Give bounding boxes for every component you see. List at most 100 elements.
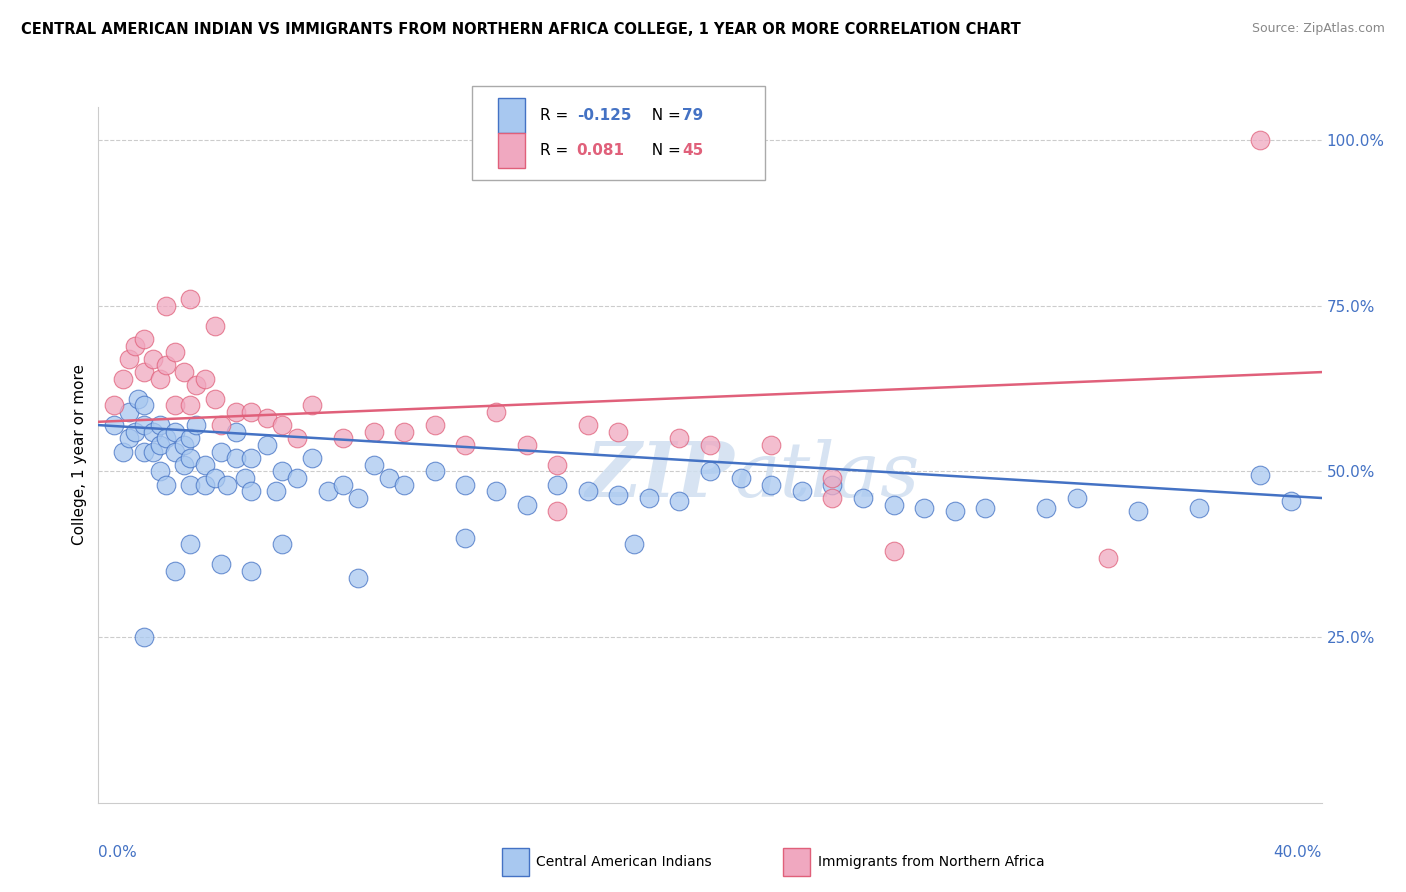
Point [516, 498, 538, 512]
Point [347, 570, 370, 584]
Point [142, 351, 165, 366]
Point [240, 451, 263, 466]
Point [204, 318, 226, 333]
Point [301, 398, 323, 412]
Point [623, 537, 645, 551]
Point [149, 372, 172, 386]
Point [111, 372, 134, 386]
Point [149, 418, 172, 433]
Point [759, 477, 782, 491]
Point [332, 431, 354, 445]
Point [225, 425, 247, 439]
Point [124, 338, 146, 352]
Point [163, 398, 186, 412]
Point [759, 438, 782, 452]
Point [912, 500, 935, 515]
Point [392, 425, 416, 439]
Point [883, 544, 905, 558]
Point [134, 630, 156, 644]
Point [118, 405, 141, 419]
Point [576, 418, 599, 433]
Point [256, 411, 278, 425]
Point [179, 398, 201, 412]
Point [270, 418, 292, 433]
Point [103, 398, 125, 412]
Point [163, 444, 186, 458]
Point [118, 431, 141, 445]
Point [285, 471, 308, 485]
Text: -0.125: -0.125 [576, 108, 631, 123]
Text: ZIP: ZIP [586, 439, 734, 513]
Point [209, 558, 232, 572]
Point [821, 491, 844, 505]
FancyBboxPatch shape [498, 133, 526, 168]
Point [179, 537, 201, 551]
Point [668, 494, 690, 508]
Point [332, 477, 354, 491]
Point [607, 425, 630, 439]
Point [485, 484, 508, 499]
Point [668, 431, 690, 445]
Point [485, 405, 508, 419]
Point [134, 332, 156, 346]
Point [1249, 467, 1271, 482]
Point [225, 405, 247, 419]
Point [1128, 504, 1150, 518]
Point [316, 484, 339, 499]
Point [179, 451, 201, 466]
Point [699, 465, 721, 479]
Text: N =: N = [641, 144, 685, 158]
Point [363, 425, 385, 439]
Point [163, 564, 186, 578]
Point [454, 477, 477, 491]
Point [1035, 500, 1057, 515]
Point [607, 488, 630, 502]
Point [546, 504, 568, 518]
Point [155, 359, 177, 373]
Point [1097, 550, 1119, 565]
Point [301, 451, 323, 466]
Point [149, 465, 172, 479]
Point [179, 431, 201, 445]
Point [454, 438, 477, 452]
Point [790, 484, 813, 499]
Point [149, 438, 172, 452]
Point [1188, 500, 1211, 515]
Point [516, 438, 538, 452]
Point [194, 372, 217, 386]
Point [179, 292, 201, 306]
Point [363, 458, 385, 472]
Point [1279, 494, 1302, 508]
FancyBboxPatch shape [783, 848, 810, 876]
Text: atlas: atlas [734, 439, 920, 513]
Point [1249, 133, 1271, 147]
Point [347, 491, 370, 505]
Point [155, 299, 177, 313]
Text: 79: 79 [682, 108, 703, 123]
Point [821, 477, 844, 491]
Point [1066, 491, 1088, 505]
Point [163, 345, 186, 359]
Y-axis label: College, 1 year or more: College, 1 year or more [72, 365, 87, 545]
Point [124, 425, 146, 439]
Point [204, 392, 226, 406]
Point [576, 484, 599, 499]
Point [103, 418, 125, 433]
Point [134, 398, 156, 412]
Point [186, 418, 208, 433]
Point [240, 564, 263, 578]
Point [173, 458, 195, 472]
Point [454, 531, 477, 545]
Point [240, 484, 263, 499]
Point [111, 444, 134, 458]
Point [270, 465, 292, 479]
Point [134, 365, 156, 379]
Point [423, 465, 446, 479]
Point [225, 451, 247, 466]
Point [546, 458, 568, 472]
Text: CENTRAL AMERICAN INDIAN VS IMMIGRANTS FROM NORTHERN AFRICA COLLEGE, 1 YEAR OR MO: CENTRAL AMERICAN INDIAN VS IMMIGRANTS FR… [21, 22, 1021, 37]
Point [155, 431, 177, 445]
Text: R =: R = [540, 108, 574, 123]
Point [637, 491, 661, 505]
Point [209, 418, 232, 433]
